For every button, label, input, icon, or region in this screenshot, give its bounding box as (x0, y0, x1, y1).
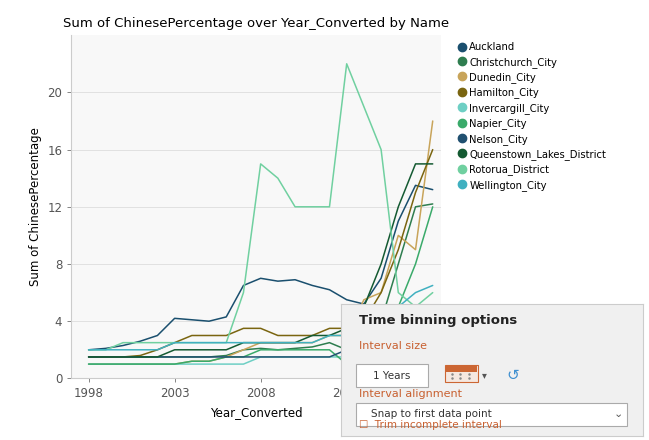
Text: Interval alignment: Interval alignment (359, 389, 462, 400)
Text: Snap to first data point: Snap to first data point (371, 409, 492, 419)
FancyBboxPatch shape (356, 364, 428, 387)
Text: 1 Years: 1 Years (373, 370, 411, 381)
Legend: Auckland, Christchurch_City, Dunedin_City, Hamilton_City, Invercargill_City, Nap: Auckland, Christchurch_City, Dunedin_Cit… (458, 40, 608, 193)
FancyBboxPatch shape (356, 403, 628, 426)
Title: Sum of ChinesePercentage over Year_Converted by Name: Sum of ChinesePercentage over Year_Conve… (64, 17, 449, 30)
Text: Interval size: Interval size (359, 341, 427, 351)
Text: Time binning options: Time binning options (359, 314, 517, 327)
FancyBboxPatch shape (447, 366, 476, 371)
Text: ▾: ▾ (482, 370, 487, 381)
Text: ↺: ↺ (506, 368, 519, 383)
Text: ☐  Trim incomplete interval: ☐ Trim incomplete interval (359, 420, 502, 430)
Y-axis label: Sum of ChinesePercentage: Sum of ChinesePercentage (29, 127, 42, 286)
X-axis label: Year_Converted: Year_Converted (210, 406, 302, 419)
Text: ⌄: ⌄ (614, 409, 623, 419)
FancyBboxPatch shape (445, 365, 478, 382)
